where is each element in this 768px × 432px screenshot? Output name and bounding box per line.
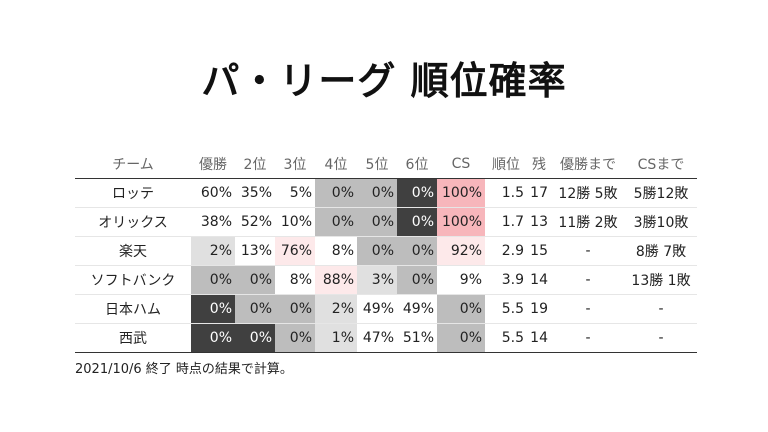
table-cell: 2% — [191, 236, 235, 266]
table-cell: 11勝 2敗 — [551, 207, 625, 237]
table-cell: 0% — [397, 265, 437, 295]
table-cell: 0% — [437, 323, 485, 353]
table-cell: 3% — [357, 265, 397, 295]
column-header: 3位 — [275, 150, 315, 179]
table-cell: 17 — [527, 178, 551, 208]
header-row: チーム 優勝 2位 3位 4位 5位 6位 CS 順位残優勝まで CSまで — [75, 150, 697, 179]
table-cell: 0% — [315, 207, 357, 237]
team-name: 日本ハム — [75, 294, 191, 324]
table-cell: 14 — [527, 323, 551, 353]
table-cell: - — [625, 323, 697, 353]
table-cell: 0% — [191, 323, 235, 353]
table-cell: 1.7 — [485, 207, 527, 237]
team-name: ロッテ — [75, 178, 191, 208]
column-header: 5位 — [357, 150, 397, 179]
table-cell: 100% — [437, 178, 485, 208]
table-cell: 8% — [275, 265, 315, 295]
column-header: 優勝 — [191, 150, 235, 179]
table-cell: 51% — [397, 323, 437, 353]
column-header: 2位 — [235, 150, 275, 179]
table-cell: 10% — [275, 207, 315, 237]
column-header: 6位 — [397, 150, 437, 179]
table-cell: 0% — [397, 207, 437, 237]
table-cell: 47% — [357, 323, 397, 353]
table-cell: 5.5 — [485, 294, 527, 324]
table-cell: 0% — [235, 265, 275, 295]
table-cell: 13勝 1敗 — [625, 265, 697, 295]
table-cell: 0% — [235, 323, 275, 353]
table-cell: 0% — [235, 294, 275, 324]
team-name: ソフトバンク — [75, 265, 191, 295]
table-cell: 8勝 7敗 — [625, 236, 697, 266]
table-cell: 100% — [437, 207, 485, 237]
column-header: チーム — [75, 150, 191, 179]
column-header: 残 — [527, 150, 551, 179]
table-cell: 52% — [235, 207, 275, 237]
page-title: パ・リーグ 順位確率 — [201, 59, 567, 103]
table-cell: 0% — [357, 207, 397, 237]
table-cell: 0% — [275, 294, 315, 324]
table-cell: 0% — [437, 294, 485, 324]
table-cell: 49% — [397, 294, 437, 324]
table-row: ロッテ 60% 35% 5% 0% 0% 0% 100% 1.5 17 12勝 5敗 5勝12敗 — [75, 178, 697, 208]
table-cell: 14 — [527, 265, 551, 295]
table-cell: 3勝10敗 — [625, 207, 697, 237]
column-header: 優勝まで — [551, 150, 625, 179]
table-cell: 1.5 — [485, 178, 527, 208]
table-cell: 88% — [315, 265, 357, 295]
table-cell: 5% — [275, 178, 315, 208]
table-cell: 0% — [191, 294, 235, 324]
column-header: CSまで — [625, 150, 697, 179]
table-cell: 2.9 — [485, 236, 527, 266]
column-header: 順位 — [485, 150, 527, 179]
column-header: 4位 — [315, 150, 357, 179]
table-row: 楽天 2% 13% 76% 8% 0% 0% 92% 2.9 15-8勝 7敗 — [75, 236, 697, 266]
table-cell: 1% — [315, 323, 357, 353]
table-cell: 0% — [397, 236, 437, 266]
table-cell: 5.5 — [485, 323, 527, 353]
table-cell: 0% — [315, 178, 357, 208]
table-cell: 13 — [527, 207, 551, 237]
table-row: 日本ハム 0% 0% 0% 2% 49% 49% 0% 5.5 19- - — [75, 294, 697, 324]
probability-table: チーム 優勝 2位 3位 4位 5位 6位 CS 順位残優勝まで CSまで ロッテ 60% 35% 5%… — [75, 150, 697, 353]
footnote: 2021/10/6 終了 時点の結果で計算。 — [75, 362, 293, 377]
table-cell: 8% — [315, 236, 357, 266]
team-name: オリックス — [75, 207, 191, 237]
table-cell: 19 — [527, 294, 551, 324]
table-cell: 38% — [191, 207, 235, 237]
table-cell: - — [551, 265, 625, 295]
table-cell: - — [551, 294, 625, 324]
table-cell: 15 — [527, 236, 551, 266]
table-cell: 92% — [437, 236, 485, 266]
table-cell: - — [551, 236, 625, 266]
table-cell: 35% — [235, 178, 275, 208]
table-cell: 60% — [191, 178, 235, 208]
table-cell: 0% — [357, 236, 397, 266]
table-cell: 13% — [235, 236, 275, 266]
column-header: CS — [437, 150, 485, 179]
table-cell: 12勝 5敗 — [551, 178, 625, 208]
table-cell: 0% — [191, 265, 235, 295]
table-row: ソフトバンク 0% 0% 8% 88% 3% 0% 9% 3.9 14-13勝 1敗 — [75, 265, 697, 295]
team-name: 西武 — [75, 323, 191, 353]
table-cell: 3.9 — [485, 265, 527, 295]
table-cell: - — [551, 323, 625, 353]
table-cell: 49% — [357, 294, 397, 324]
table-cell: 0% — [275, 323, 315, 353]
table-cell: 9% — [437, 265, 485, 295]
table-row: オリックス 38% 52% 10% 0% 0% 0% 100% 1.7 13 11勝 2敗 3勝10敗 — [75, 207, 697, 237]
table-cell: 0% — [397, 178, 437, 208]
table-row: 西武 0% 0% 0% 1% 47% 51% 0% 5.5 14- - — [75, 323, 697, 353]
team-name: 楽天 — [75, 236, 191, 266]
table-cell: 5勝12敗 — [625, 178, 697, 208]
table-cell: - — [625, 294, 697, 324]
table-cell: 76% — [275, 236, 315, 266]
table-cell: 2% — [315, 294, 357, 324]
table-body: ロッテ 60% 35% 5% 0% 0% 0% 100% 1.5 17 12勝 5敗 5勝12敗 オリッ… — [75, 178, 697, 353]
table-cell: 0% — [357, 178, 397, 208]
